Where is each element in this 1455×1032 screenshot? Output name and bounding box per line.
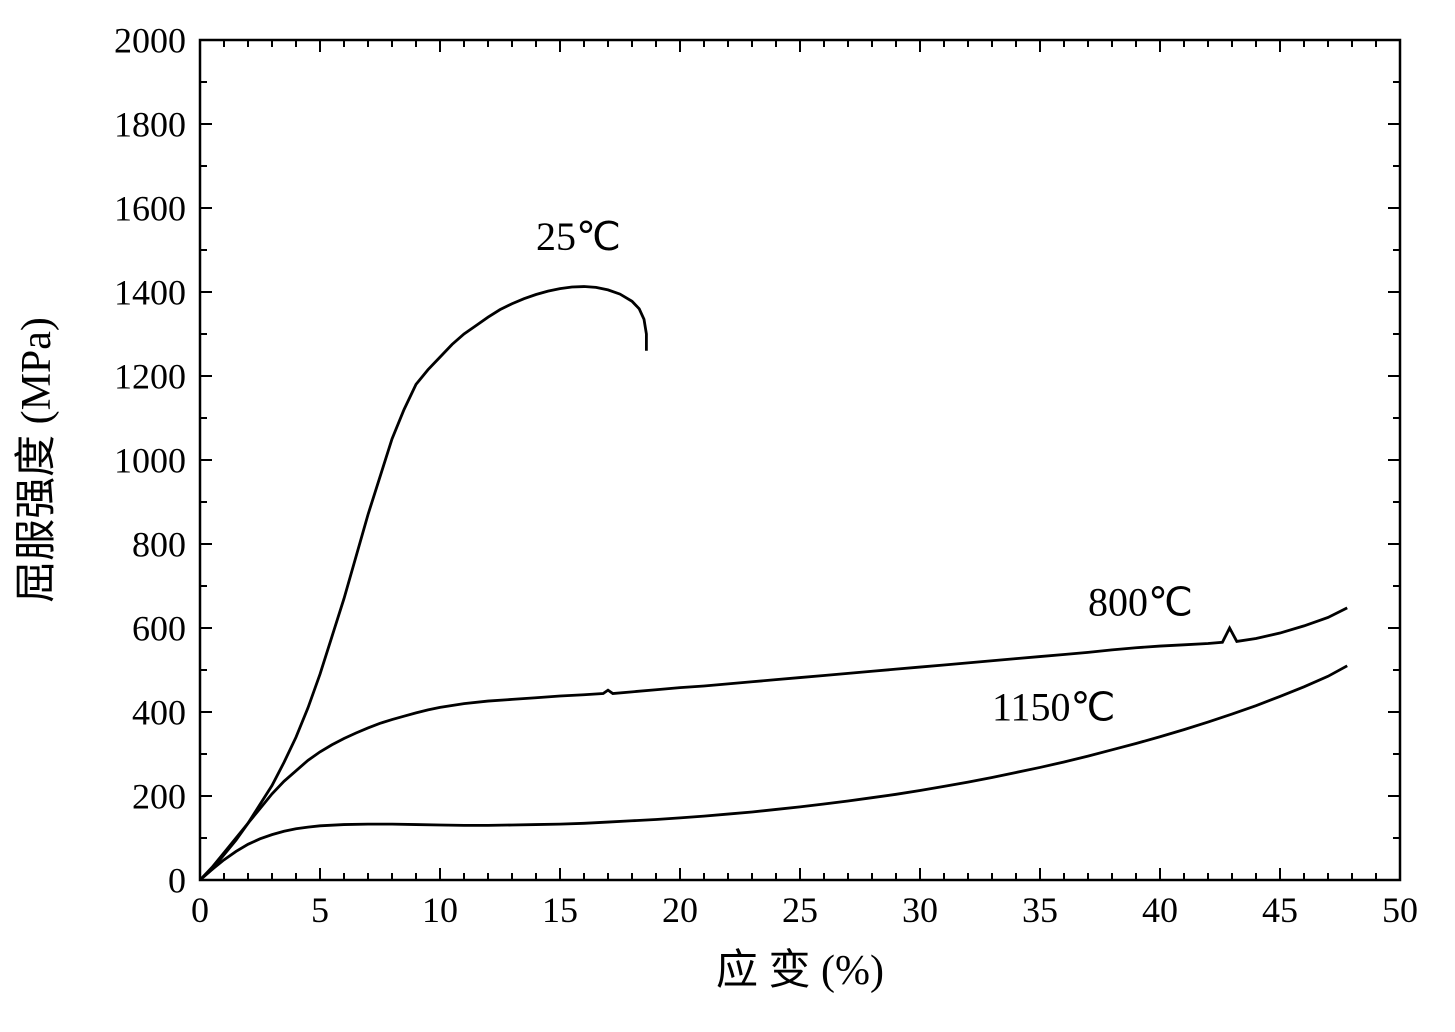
x-tick-label: 20 xyxy=(662,890,698,930)
x-tick-label: 5 xyxy=(311,890,329,930)
stress-strain-chart: 0 5 10 15 20 25 30 35 40 45 50 0 200 400 600 800 1000 120… xyxy=(0,0,1455,1032)
x-tick-label: 45 xyxy=(1262,890,1298,930)
x-axis-label: 应 变 (%) xyxy=(716,947,884,994)
x-tick-label: 30 xyxy=(902,890,938,930)
series-line-0 xyxy=(200,287,646,880)
series-label-1: 800℃ xyxy=(1088,579,1193,624)
x-tick-label: 40 xyxy=(1142,890,1178,930)
x-tick-label: 10 xyxy=(422,890,458,930)
x-tick-label: 15 xyxy=(542,890,578,930)
y-tick-label: 400 xyxy=(132,693,186,733)
y-axis-label: 屈服强度 (MPa) xyxy=(14,317,60,603)
x-tick-label: 25 xyxy=(782,890,818,930)
y-tick-label: 800 xyxy=(132,525,186,565)
x-tick-label: 35 xyxy=(1022,890,1058,930)
y-tick-label: 0 xyxy=(168,861,186,901)
series-line-2 xyxy=(200,666,1347,880)
series-label-0: 25℃ xyxy=(536,214,621,259)
y-tick-label: 1000 xyxy=(114,441,186,481)
y-tick-label: 2000 xyxy=(114,21,186,61)
x-tick-label: 50 xyxy=(1382,890,1418,930)
y-tick-label: 1400 xyxy=(114,273,186,313)
series-line-1 xyxy=(200,608,1347,880)
y-tick-label: 1200 xyxy=(114,357,186,397)
y-tick-label: 600 xyxy=(132,609,186,649)
plot-frame xyxy=(200,40,1400,880)
y-tick-label: 1800 xyxy=(114,105,186,145)
y-tick-label: 200 xyxy=(132,777,186,817)
series-label-2: 1150℃ xyxy=(992,684,1115,729)
x-tick-label: 0 xyxy=(191,890,209,930)
y-tick-label: 1600 xyxy=(114,189,186,229)
